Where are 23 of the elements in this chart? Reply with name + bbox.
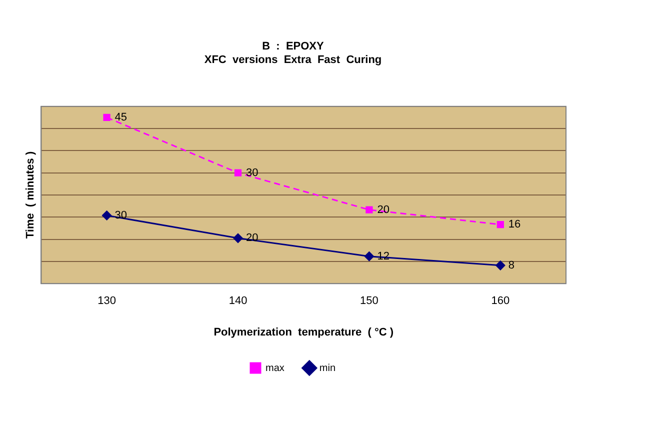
x-tick-label: 140 — [228, 295, 248, 308]
data-label: 45 — [114, 112, 128, 124]
x-tick-label: 130 — [98, 295, 116, 308]
chart-subtitle: XFC versions Extra Fast Curing — [204, 54, 382, 66]
point — [366, 206, 373, 214]
point — [496, 260, 506, 270]
point — [103, 114, 110, 122]
point — [233, 233, 243, 243]
data-label: 30 — [246, 166, 258, 179]
y-axis-title: Time ( minutes ) — [24, 151, 37, 239]
x-tick-label: 150 — [360, 295, 378, 308]
data-label: 8 — [508, 259, 515, 272]
point — [102, 210, 112, 220]
point — [496, 220, 504, 228]
legend-label: max — [266, 362, 284, 374]
x-axis-title: Polymerization temperature ( °C ) — [214, 326, 394, 338]
data-label: 16 — [508, 218, 521, 231]
data-label: 20 — [377, 204, 390, 216]
point — [234, 169, 242, 176]
legend-label: min — [319, 362, 336, 374]
x-tick-label: 160 — [491, 295, 510, 308]
chart-title: B : EPOXY — [262, 40, 325, 53]
point — [364, 252, 374, 262]
